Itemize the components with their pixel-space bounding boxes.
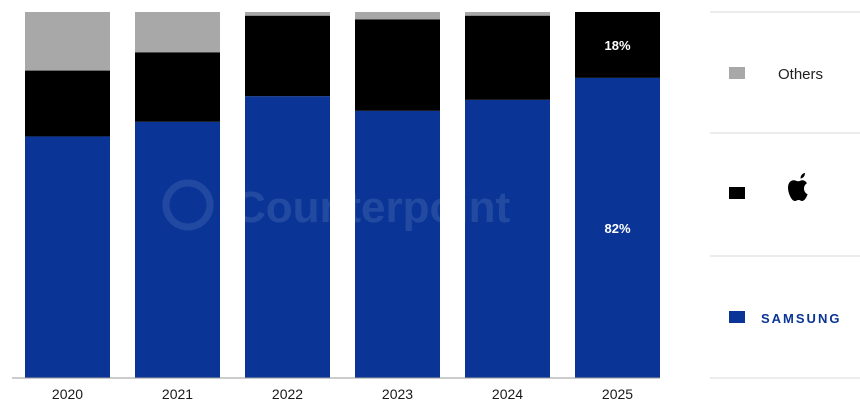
apple-logo-icon (788, 173, 808, 201)
bar-segment-apple-2022 (245, 15, 330, 97)
counterpoint-watermark: Counterpoint (162, 179, 511, 232)
legend-swatch-others (729, 67, 745, 79)
x-tick-label-2023: 2023 (382, 386, 413, 402)
x-axis-ticks: 2020 2021 2022 2023 2024 2025 (52, 386, 633, 402)
bars-layer (25, 12, 660, 379)
bar-segment-samsung-2023 (355, 110, 440, 378)
counterpoint-watermark-text: Counterpoint (234, 183, 511, 232)
data-label-samsung-2025: 82% (604, 221, 630, 236)
data-labels-layer: 18% 82% (604, 38, 630, 236)
bar-segment-apple-2025 (575, 12, 660, 78)
bar-segment-others-2024 (465, 12, 550, 16)
bar-segment-apple-2021 (135, 52, 220, 122)
samsung-wordmark: SAMSUNG (761, 311, 841, 326)
counterpoint-watermark-icon (162, 179, 214, 231)
legend-label-others: Others (778, 66, 823, 83)
bar-segment-samsung-2025 (575, 77, 660, 378)
bar-segment-apple-2020 (25, 70, 110, 137)
bar-segment-samsung-2024 (465, 99, 550, 378)
bar-segment-samsung-2020 (25, 136, 110, 378)
x-tick-label-2024: 2024 (492, 386, 523, 402)
bar-segment-others-2023 (355, 12, 440, 20)
bar-segment-others-2021 (135, 12, 220, 53)
bar-segment-apple-2023 (355, 19, 440, 111)
bar-segment-apple-2024 (465, 15, 550, 100)
x-tick-label-2025: 2025 (602, 386, 633, 402)
legend-swatch-apple (729, 187, 745, 199)
x-tick-label-2020: 2020 (52, 386, 83, 402)
x-tick-label-2022: 2022 (272, 386, 303, 402)
legend-swatch-samsung (729, 311, 745, 323)
legend: Others SAMSUNG (710, 11, 860, 379)
bar-segment-samsung-2022 (245, 96, 330, 379)
data-label-apple-2025: 18% (604, 38, 630, 53)
bar-segment-samsung-2021 (135, 121, 220, 379)
bar-segment-others-2022 (245, 12, 330, 16)
bar-segment-others-2020 (25, 12, 110, 71)
x-tick-label-2021: 2021 (162, 386, 193, 402)
